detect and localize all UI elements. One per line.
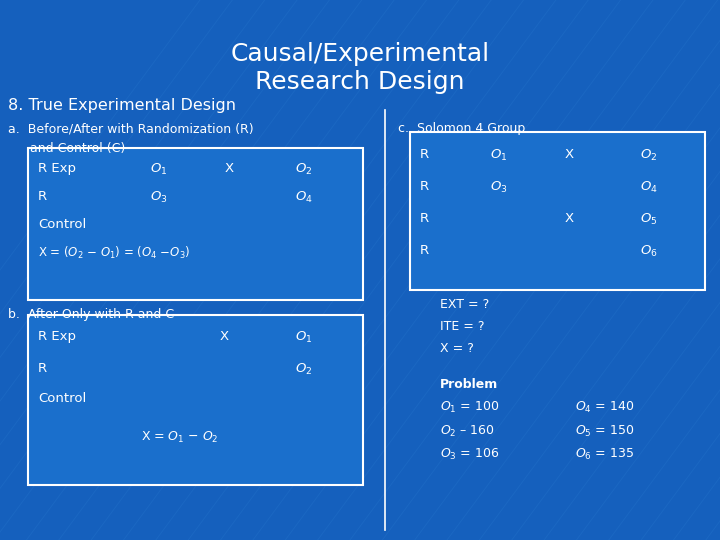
Text: $O_3$: $O_3$ (150, 190, 168, 205)
Text: $O_2$: $O_2$ (295, 162, 312, 177)
Text: $O_6$: $O_6$ (640, 244, 657, 259)
Text: $O_6$ = 135: $O_6$ = 135 (575, 447, 634, 462)
Text: $O_4$ = 140: $O_4$ = 140 (575, 400, 634, 415)
Text: X = $O_1$ $-$ $O_2$: X = $O_1$ $-$ $O_2$ (141, 430, 219, 445)
Text: Control: Control (38, 392, 86, 405)
Text: ITE = ?: ITE = ? (440, 320, 485, 333)
Text: 8. True Experimental Design: 8. True Experimental Design (8, 98, 236, 113)
Text: $O_4$: $O_4$ (295, 190, 312, 205)
FancyBboxPatch shape (410, 132, 705, 290)
FancyBboxPatch shape (28, 315, 363, 485)
Text: R: R (38, 362, 47, 375)
Text: a.  Before/After with Randomization (R): a. Before/After with Randomization (R) (8, 122, 253, 135)
Text: $O_3$ = 106: $O_3$ = 106 (440, 447, 499, 462)
Text: $O_2$ – 160: $O_2$ – 160 (440, 424, 495, 439)
Text: R: R (38, 190, 47, 203)
Text: $O_2$: $O_2$ (640, 148, 657, 163)
Text: R: R (420, 244, 429, 257)
Text: R Exp: R Exp (38, 330, 76, 343)
Text: R: R (420, 180, 429, 193)
FancyBboxPatch shape (28, 148, 363, 300)
Text: and Control (C): and Control (C) (30, 142, 125, 155)
Text: $O_1$: $O_1$ (490, 148, 508, 163)
Text: R: R (420, 148, 429, 161)
Text: EXT = ?: EXT = ? (440, 298, 490, 311)
Text: $O_4$: $O_4$ (640, 180, 658, 195)
Text: Causal/Experimental: Causal/Experimental (230, 42, 490, 66)
Text: X: X (565, 212, 574, 225)
Text: $O_5$: $O_5$ (640, 212, 657, 227)
Text: Control: Control (38, 218, 86, 231)
Text: R Exp: R Exp (38, 162, 76, 175)
Text: Problem: Problem (440, 378, 498, 391)
Text: b.  After Only with R and C: b. After Only with R and C (8, 308, 174, 321)
Text: X = ($O_2$ $-$ $O_1$) = ($O_4$ $-$$O_3$): X = ($O_2$ $-$ $O_1$) = ($O_4$ $-$$O_3$) (38, 245, 190, 261)
Text: R: R (420, 212, 429, 225)
Text: $O_1$: $O_1$ (295, 330, 312, 345)
Text: $O_5$ = 150: $O_5$ = 150 (575, 424, 634, 439)
Text: $O_1$ = 100: $O_1$ = 100 (440, 400, 499, 415)
Text: X: X (565, 148, 574, 161)
Text: X = ?: X = ? (440, 342, 474, 355)
Text: X: X (220, 330, 229, 343)
Text: $O_2$: $O_2$ (295, 362, 312, 377)
Text: $O_3$: $O_3$ (490, 180, 508, 195)
Text: $O_1$: $O_1$ (150, 162, 168, 177)
Text: c.  Solomon 4 Group: c. Solomon 4 Group (398, 122, 526, 135)
Text: Research Design: Research Design (256, 70, 464, 94)
Text: X: X (225, 162, 234, 175)
